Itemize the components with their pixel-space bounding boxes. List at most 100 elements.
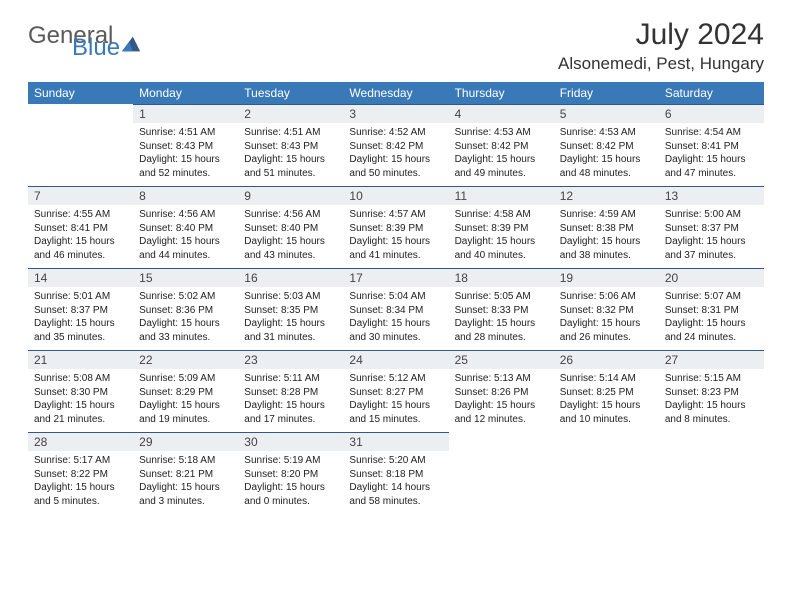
day-number: 30	[238, 432, 343, 451]
day-details: Sunrise: 5:03 AMSunset: 8:35 PMDaylight:…	[238, 287, 343, 350]
calendar-day-cell: 30Sunrise: 5:19 AMSunset: 8:20 PMDayligh…	[238, 432, 343, 514]
day-details: Sunrise: 5:05 AMSunset: 8:33 PMDaylight:…	[449, 287, 554, 350]
calendar-day-cell: 8Sunrise: 4:56 AMSunset: 8:40 PMDaylight…	[133, 186, 238, 268]
day-details: Sunrise: 5:15 AMSunset: 8:23 PMDaylight:…	[659, 369, 764, 432]
weekday-header: Sunday	[28, 82, 133, 104]
calendar-page: General Blue July 2024 Alsonemedi, Pest,…	[0, 0, 792, 524]
day-number: 10	[343, 186, 448, 205]
calendar-day-cell: 21Sunrise: 5:08 AMSunset: 8:30 PMDayligh…	[28, 350, 133, 432]
calendar-day-cell: 7Sunrise: 4:55 AMSunset: 8:41 PMDaylight…	[28, 186, 133, 268]
calendar-day-cell: 14Sunrise: 5:01 AMSunset: 8:37 PMDayligh…	[28, 268, 133, 350]
calendar-day-cell	[28, 104, 133, 186]
calendar-day-cell: 12Sunrise: 4:59 AMSunset: 8:38 PMDayligh…	[554, 186, 659, 268]
day-number: 17	[343, 268, 448, 287]
day-number: 31	[343, 432, 448, 451]
day-number: 24	[343, 350, 448, 369]
calendar-day-cell: 17Sunrise: 5:04 AMSunset: 8:34 PMDayligh…	[343, 268, 448, 350]
brand-word-2: Blue	[72, 36, 120, 60]
day-details: Sunrise: 5:02 AMSunset: 8:36 PMDaylight:…	[133, 287, 238, 350]
day-details: Sunrise: 5:20 AMSunset: 8:18 PMDaylight:…	[343, 451, 448, 514]
calendar-day-cell: 26Sunrise: 5:14 AMSunset: 8:25 PMDayligh…	[554, 350, 659, 432]
day-number: 14	[28, 268, 133, 287]
day-details: Sunrise: 4:55 AMSunset: 8:41 PMDaylight:…	[28, 205, 133, 268]
weekday-header: Friday	[554, 82, 659, 104]
day-number: 6	[659, 104, 764, 123]
day-number: 22	[133, 350, 238, 369]
day-details	[28, 123, 133, 181]
calendar-week-row: 1Sunrise: 4:51 AMSunset: 8:43 PMDaylight…	[28, 104, 764, 186]
calendar-day-cell: 15Sunrise: 5:02 AMSunset: 8:36 PMDayligh…	[133, 268, 238, 350]
day-details: Sunrise: 4:51 AMSunset: 8:43 PMDaylight:…	[238, 123, 343, 186]
day-details: Sunrise: 5:12 AMSunset: 8:27 PMDaylight:…	[343, 369, 448, 432]
day-number: 12	[554, 186, 659, 205]
calendar-day-cell: 5Sunrise: 4:53 AMSunset: 8:42 PMDaylight…	[554, 104, 659, 186]
day-details: Sunrise: 4:52 AMSunset: 8:42 PMDaylight:…	[343, 123, 448, 186]
month-title: July 2024	[558, 18, 764, 52]
calendar-day-cell: 9Sunrise: 4:56 AMSunset: 8:40 PMDaylight…	[238, 186, 343, 268]
calendar-day-cell: 23Sunrise: 5:11 AMSunset: 8:28 PMDayligh…	[238, 350, 343, 432]
title-block: July 2024 Alsonemedi, Pest, Hungary	[558, 18, 764, 74]
calendar-day-cell	[554, 432, 659, 514]
day-number: 1	[133, 104, 238, 123]
day-details	[659, 451, 764, 509]
calendar-day-cell: 19Sunrise: 5:06 AMSunset: 8:32 PMDayligh…	[554, 268, 659, 350]
day-details: Sunrise: 4:59 AMSunset: 8:38 PMDaylight:…	[554, 205, 659, 268]
calendar-week-row: 21Sunrise: 5:08 AMSunset: 8:30 PMDayligh…	[28, 350, 764, 432]
location-label: Alsonemedi, Pest, Hungary	[558, 54, 764, 74]
triangle-icon	[120, 33, 142, 55]
day-details: Sunrise: 5:01 AMSunset: 8:37 PMDaylight:…	[28, 287, 133, 350]
day-details: Sunrise: 4:57 AMSunset: 8:39 PMDaylight:…	[343, 205, 448, 268]
day-number	[449, 432, 554, 451]
calendar-day-cell: 11Sunrise: 4:58 AMSunset: 8:39 PMDayligh…	[449, 186, 554, 268]
calendar-day-cell: 28Sunrise: 5:17 AMSunset: 8:22 PMDayligh…	[28, 432, 133, 514]
calendar-day-cell	[449, 432, 554, 514]
day-details: Sunrise: 5:18 AMSunset: 8:21 PMDaylight:…	[133, 451, 238, 514]
day-details: Sunrise: 5:00 AMSunset: 8:37 PMDaylight:…	[659, 205, 764, 268]
day-details: Sunrise: 4:53 AMSunset: 8:42 PMDaylight:…	[449, 123, 554, 186]
day-details	[554, 451, 659, 509]
calendar-day-cell: 25Sunrise: 5:13 AMSunset: 8:26 PMDayligh…	[449, 350, 554, 432]
day-details: Sunrise: 5:11 AMSunset: 8:28 PMDaylight:…	[238, 369, 343, 432]
day-number: 21	[28, 350, 133, 369]
day-number: 18	[449, 268, 554, 287]
day-details: Sunrise: 4:58 AMSunset: 8:39 PMDaylight:…	[449, 205, 554, 268]
calendar-day-cell: 27Sunrise: 5:15 AMSunset: 8:23 PMDayligh…	[659, 350, 764, 432]
header: General Blue July 2024 Alsonemedi, Pest,…	[28, 18, 764, 74]
day-details: Sunrise: 5:17 AMSunset: 8:22 PMDaylight:…	[28, 451, 133, 514]
calendar-week-row: 7Sunrise: 4:55 AMSunset: 8:41 PMDaylight…	[28, 186, 764, 268]
weekday-header: Wednesday	[343, 82, 448, 104]
day-details: Sunrise: 4:56 AMSunset: 8:40 PMDaylight:…	[133, 205, 238, 268]
day-details: Sunrise: 5:06 AMSunset: 8:32 PMDaylight:…	[554, 287, 659, 350]
calendar-day-cell: 3Sunrise: 4:52 AMSunset: 8:42 PMDaylight…	[343, 104, 448, 186]
day-details: Sunrise: 4:54 AMSunset: 8:41 PMDaylight:…	[659, 123, 764, 186]
day-details: Sunrise: 5:13 AMSunset: 8:26 PMDaylight:…	[449, 369, 554, 432]
day-number: 20	[659, 268, 764, 287]
day-details	[449, 451, 554, 509]
day-number: 11	[449, 186, 554, 205]
day-number: 19	[554, 268, 659, 287]
day-number	[28, 104, 133, 123]
day-details: Sunrise: 4:51 AMSunset: 8:43 PMDaylight:…	[133, 123, 238, 186]
day-number	[554, 432, 659, 451]
day-number: 16	[238, 268, 343, 287]
day-number: 26	[554, 350, 659, 369]
day-details: Sunrise: 4:56 AMSunset: 8:40 PMDaylight:…	[238, 205, 343, 268]
calendar-day-cell: 31Sunrise: 5:20 AMSunset: 8:18 PMDayligh…	[343, 432, 448, 514]
calendar-day-cell: 29Sunrise: 5:18 AMSunset: 8:21 PMDayligh…	[133, 432, 238, 514]
weekday-header: Tuesday	[238, 82, 343, 104]
day-details: Sunrise: 5:07 AMSunset: 8:31 PMDaylight:…	[659, 287, 764, 350]
day-details: Sunrise: 4:53 AMSunset: 8:42 PMDaylight:…	[554, 123, 659, 186]
calendar-day-cell: 16Sunrise: 5:03 AMSunset: 8:35 PMDayligh…	[238, 268, 343, 350]
day-number: 27	[659, 350, 764, 369]
day-details: Sunrise: 5:04 AMSunset: 8:34 PMDaylight:…	[343, 287, 448, 350]
day-number: 5	[554, 104, 659, 123]
calendar-day-cell	[659, 432, 764, 514]
day-details: Sunrise: 5:08 AMSunset: 8:30 PMDaylight:…	[28, 369, 133, 432]
day-number: 4	[449, 104, 554, 123]
calendar-week-row: 28Sunrise: 5:17 AMSunset: 8:22 PMDayligh…	[28, 432, 764, 514]
calendar-day-cell: 22Sunrise: 5:09 AMSunset: 8:29 PMDayligh…	[133, 350, 238, 432]
day-number: 7	[28, 186, 133, 205]
brand-logo: General Blue	[28, 18, 142, 60]
calendar-day-cell: 24Sunrise: 5:12 AMSunset: 8:27 PMDayligh…	[343, 350, 448, 432]
day-number: 29	[133, 432, 238, 451]
